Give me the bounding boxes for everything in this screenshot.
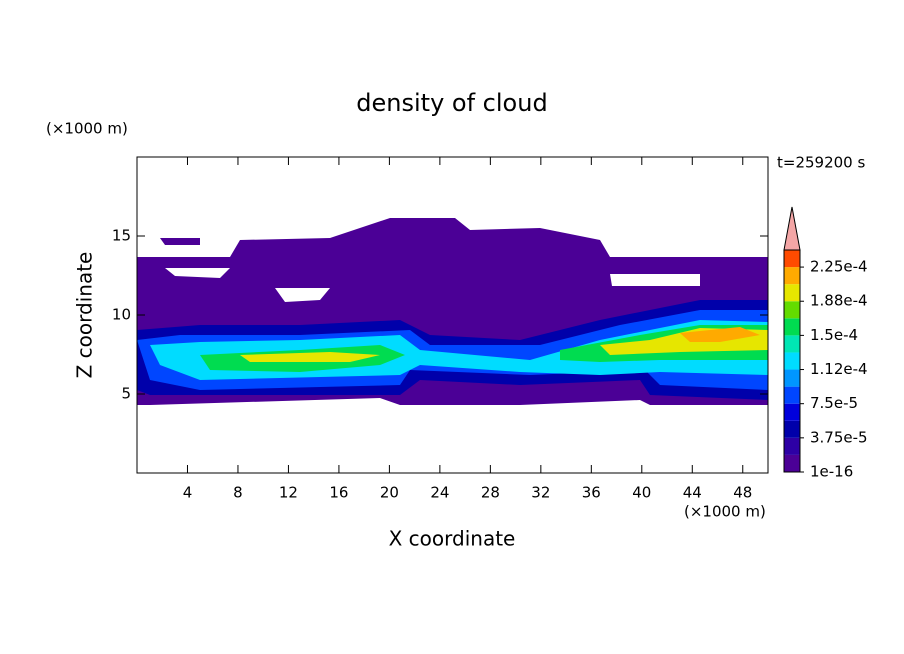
x-tick-label: 36 — [582, 484, 601, 502]
y-tick-label: 10 — [112, 306, 131, 324]
colorbar-tick-label: 7.5e-5 — [810, 394, 858, 412]
colorbar-band — [784, 352, 800, 370]
colorbar-band — [784, 454, 800, 472]
time-label: t=259200 s — [777, 154, 865, 172]
contour-field — [137, 218, 768, 405]
x-tick-label: 28 — [481, 484, 500, 502]
x-axis-label: X coordinate — [389, 527, 516, 551]
y-unit: (×1000 m) — [46, 120, 128, 138]
colorbar-band — [784, 318, 800, 336]
contour-region — [680, 327, 760, 342]
x-tick-label: 16 — [329, 484, 348, 502]
colorbar-band — [784, 301, 800, 319]
y-tick-label: 15 — [112, 227, 131, 245]
x-tick-label: 24 — [430, 484, 449, 502]
colorbar-band — [784, 335, 800, 353]
contour-hole — [610, 274, 700, 286]
colorbar-band — [784, 437, 800, 455]
colorbar-tick-label: 1.88e-4 — [810, 292, 868, 310]
x-unit: (×1000 m) — [684, 503, 766, 521]
colorbar-band — [784, 369, 800, 387]
colorbar-tick-label: 1e-16 — [810, 463, 853, 481]
x-tick-label: 4 — [183, 484, 193, 502]
colorbar-band — [784, 420, 800, 438]
colorbar-tick-label: 1.12e-4 — [810, 360, 868, 378]
colorbar-band — [784, 267, 800, 285]
colorbar-extend — [783, 206, 801, 251]
colorbar-tick-label: 1.5e-4 — [810, 326, 858, 344]
colorbar-band — [784, 386, 800, 404]
x-tick-label: 20 — [380, 484, 399, 502]
y-axis-label: Z coordinate — [73, 252, 97, 379]
contour-hole — [275, 288, 330, 302]
x-tick-label: 48 — [733, 484, 752, 502]
colorbar-tick-label: 2.25e-4 — [810, 258, 868, 276]
colorbar-band — [784, 250, 800, 268]
colorbar-band — [784, 284, 800, 302]
contour-hole — [165, 268, 230, 278]
chart-title: density of cloud — [356, 89, 547, 117]
colorbar-tick-label: 3.75e-5 — [810, 428, 868, 446]
x-tick-label: 32 — [531, 484, 550, 502]
colorbar-frame — [783, 249, 801, 473]
colorbar-band — [784, 403, 800, 421]
x-tick-label: 12 — [279, 484, 298, 502]
contour-region — [160, 238, 200, 245]
x-tick-label: 8 — [233, 484, 243, 502]
x-tick-label: 40 — [632, 484, 651, 502]
y-tick-label: 5 — [121, 385, 131, 403]
x-tick-label: 44 — [683, 484, 702, 502]
contour-region — [240, 352, 380, 362]
